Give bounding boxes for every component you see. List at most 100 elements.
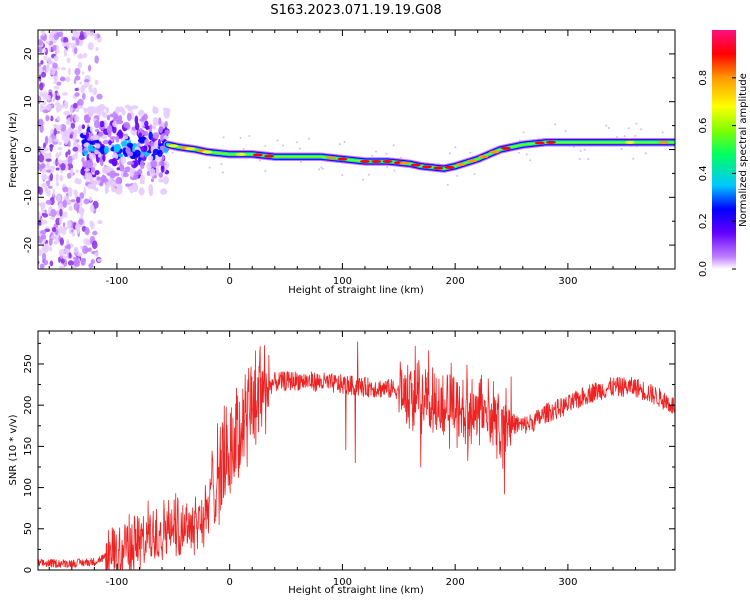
spectrogram-noise [74, 115, 80, 123]
spectrogram-noise [67, 149, 71, 156]
spectrogram-noise [58, 218, 63, 225]
x-tick-label: 100 [333, 577, 352, 588]
y-tick-label: 100 [23, 478, 34, 497]
spectrogram-noise [49, 173, 54, 182]
spectrogram-blob [114, 144, 119, 153]
spectrogram-noise [454, 146, 457, 149]
spectrogram-blob [160, 164, 165, 173]
spectrogram-blob [160, 188, 168, 195]
spectrogram-peak [455, 162, 466, 166]
spectrogram-noise [51, 226, 57, 233]
spectrogram-blob [81, 124, 85, 130]
spectrogram-noise [367, 173, 370, 176]
spectrogram-noise [78, 207, 85, 215]
spectrogram-blob [148, 184, 153, 193]
spectrogram-noise [89, 220, 94, 228]
spectrogram-noise [55, 167, 60, 171]
spectrogram-noise [61, 134, 68, 141]
snr-ylabel: SNR (10 * v/v) [8, 414, 19, 485]
spectrogram-noise [308, 137, 311, 140]
spectrogram-noise [69, 168, 74, 177]
spectrogram-noise [55, 124, 62, 131]
spectrogram-noise [48, 246, 53, 252]
spectrogram-noise [74, 75, 81, 81]
x-tick-label: 200 [446, 276, 465, 287]
spectrogram-noise [44, 209, 47, 214]
spectrogram-blob [126, 161, 135, 166]
spectrogram-noise [53, 128, 57, 136]
spectrogram-noise [70, 122, 76, 129]
spectrogram-noise [65, 120, 71, 126]
spectrogram-noise [456, 174, 459, 177]
spectrogram-blob [163, 109, 170, 119]
spectrogram-noise [43, 55, 47, 60]
spectrogram-peak [359, 159, 370, 163]
spectrogram-noise [375, 150, 378, 153]
spectrogram-blob [84, 168, 90, 172]
spectrogram-noise [77, 98, 84, 107]
spectrogram-noise [79, 81, 82, 85]
spectrogram-noise [448, 152, 451, 155]
spectrogram-noise [62, 255, 68, 260]
spectrogram-noise [43, 142, 46, 149]
spectrogram-blob [94, 109, 100, 114]
spectrogram-noise [73, 259, 81, 267]
spectrogram-noise [89, 84, 93, 88]
spectrogram-noise [65, 151, 68, 158]
spectrogram-noise [56, 92, 60, 96]
spectrogram-noise [78, 124, 83, 134]
spectrogram-noise [68, 127, 73, 133]
spectrogram-noise [77, 54, 84, 59]
spectrogram-noise [320, 166, 323, 169]
spectrogram-blob [139, 160, 145, 170]
spectrogram-noise [39, 82, 44, 91]
snr-axes: -100 0 100 200 300 0 50 100 150 200 250 [23, 331, 675, 588]
spectrogram-noise [627, 127, 630, 130]
spectrogram-blob [118, 177, 122, 184]
spectrogram-blob [164, 129, 170, 135]
spectrogram-blob [89, 179, 95, 183]
spectrogram-blob [85, 172, 93, 181]
spectrogram-noise [52, 62, 58, 69]
spectrogram-noise [46, 161, 50, 170]
spectrogram-noise [605, 124, 608, 127]
spectrogram-noise [49, 165, 55, 174]
spectrogram-blob [90, 140, 96, 145]
spectrogram-blob [123, 135, 129, 140]
spectrogram-noise [69, 134, 73, 139]
snr-xlabel: Height of straight line (km) [288, 585, 424, 596]
y-tick-label: 10 [23, 95, 34, 108]
spectrogram-noise [42, 252, 47, 262]
spectrogram-noise [53, 240, 58, 245]
spectrogram-noise [88, 262, 94, 269]
spectrogram-blob [92, 134, 99, 141]
x-tick-label: 0 [226, 276, 232, 287]
spectrogram-xlabel: Height of straight line (km) [288, 285, 424, 296]
y-tick-label: -20 [23, 237, 34, 253]
spectrogram-noise [64, 245, 70, 249]
spectrogram-blob [158, 125, 163, 134]
spectrogram-blob [87, 106, 94, 115]
spectrogram-blob [138, 109, 145, 117]
spectrogram-noise [53, 138, 60, 143]
spectrogram-peak [252, 153, 263, 157]
spectrogram-blob [129, 186, 135, 194]
spectrogram-noise [65, 76, 71, 83]
spectrogram-blob [108, 139, 112, 146]
spectrogram-peak [534, 141, 545, 145]
spectrogram-noise [371, 154, 374, 157]
spectrogram-noise [57, 146, 63, 151]
snr-line [38, 341, 675, 570]
spectrogram-noise [92, 87, 98, 96]
spectrogram-noise [39, 203, 45, 207]
spectrogram-noise [63, 101, 69, 109]
spectrogram-noise [208, 166, 211, 169]
spectrogram-noise [68, 228, 73, 235]
spectrogram-noise [55, 181, 60, 187]
spectrogram-noise [579, 149, 582, 152]
spectrogram-blob [95, 143, 101, 149]
spectrogram-noise [264, 169, 267, 172]
spectrogram-blob [101, 175, 107, 183]
spectrogram-image [38, 30, 675, 269]
